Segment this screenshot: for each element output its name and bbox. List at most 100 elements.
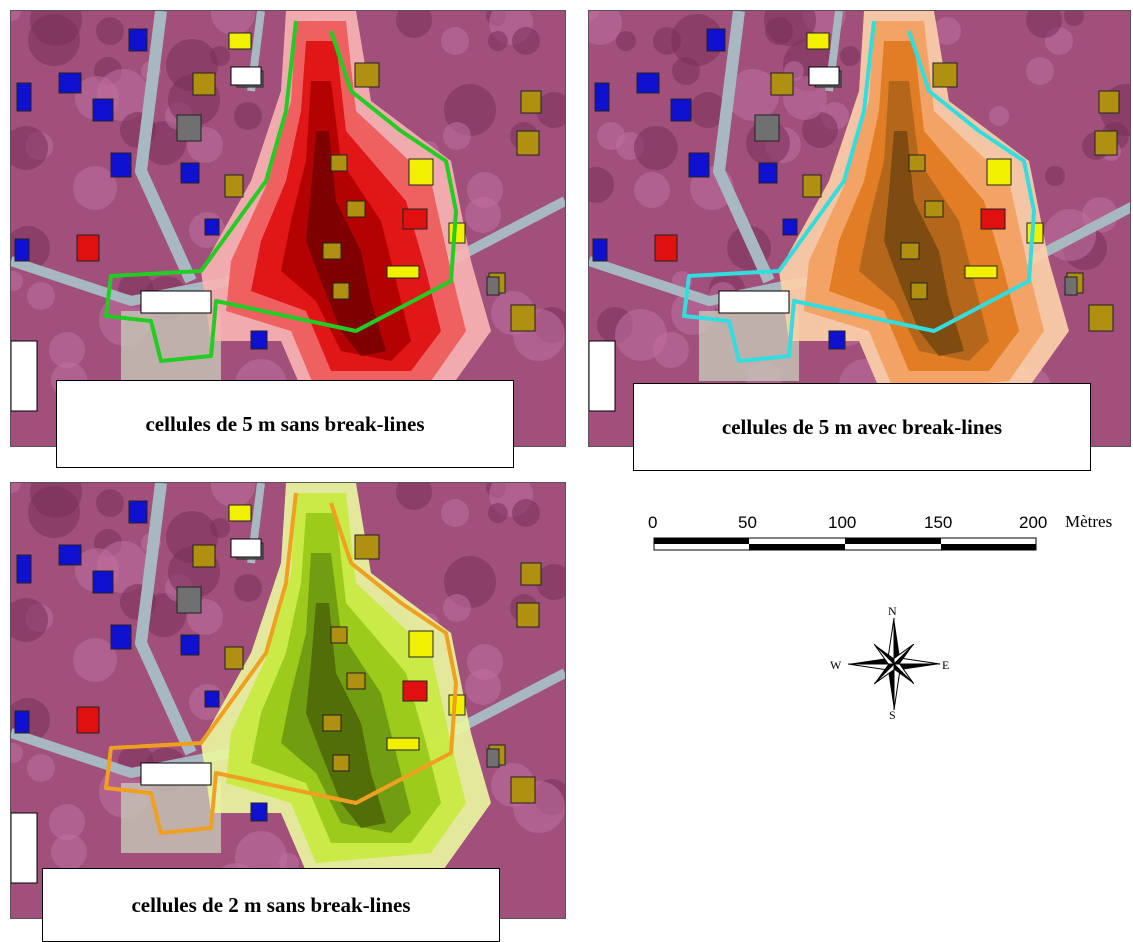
vegetation-patch <box>396 11 432 38</box>
building <box>76 706 100 734</box>
vegetation-patch <box>589 11 622 45</box>
building <box>58 72 82 94</box>
caption-panel-1: cellules de 5 m sans break-lines <box>56 380 514 468</box>
building <box>516 602 540 628</box>
flood-depth-zone <box>306 603 386 828</box>
vegetation-patch <box>634 172 670 208</box>
vegetation-patch <box>51 834 87 870</box>
building <box>688 152 710 178</box>
building <box>110 624 132 650</box>
vegetation-patch <box>96 489 124 517</box>
building <box>636 72 660 94</box>
building <box>448 222 466 244</box>
building <box>924 200 944 218</box>
compass-rose-icon <box>847 617 941 711</box>
building-white <box>140 290 212 314</box>
vegetation-patch <box>488 503 508 523</box>
building <box>900 242 920 260</box>
building <box>110 152 132 178</box>
caption-panel-2: cellules de 5 m avec break-lines <box>633 383 1091 471</box>
vegetation-patch <box>727 69 779 121</box>
vegetation-patch <box>1026 11 1062 38</box>
vegetation-patch <box>11 126 48 170</box>
road <box>11 256 232 307</box>
building <box>354 534 380 560</box>
compass-e: E <box>942 658 950 672</box>
building <box>1026 222 1044 244</box>
building <box>224 174 244 198</box>
building <box>92 98 114 122</box>
open-area <box>121 311 221 381</box>
flood-depth-zone <box>884 131 964 356</box>
building <box>176 586 202 614</box>
vegetation-patch <box>11 598 48 642</box>
vegetation-patch <box>11 483 21 493</box>
building <box>58 544 82 566</box>
vegetation-patch <box>616 31 636 51</box>
scale-bar-graphic <box>653 537 1037 551</box>
vegetation-patch <box>210 518 230 538</box>
vegetation-patch <box>234 102 262 130</box>
building <box>16 554 32 584</box>
vegetation-patch <box>443 122 471 150</box>
building <box>486 748 500 768</box>
map-image-1 <box>11 11 565 446</box>
vegetation-patch <box>1064 11 1084 26</box>
building <box>1098 90 1120 114</box>
map-image-2 <box>589 11 1130 446</box>
building <box>486 276 500 296</box>
building <box>758 162 778 184</box>
caption-panel-3: cellules de 2 m sans break-lines <box>42 868 500 942</box>
vegetation-patch <box>96 17 124 45</box>
building <box>510 304 536 332</box>
building <box>1094 130 1118 156</box>
scale-bar: 0 50 100 150 200 Mètres <box>600 510 1130 560</box>
building <box>330 154 348 172</box>
building <box>192 72 216 96</box>
map-panel-3 <box>10 482 566 919</box>
compass-n: N <box>888 604 897 618</box>
vegetation-patch <box>49 332 85 368</box>
vegetation-patch <box>73 166 117 210</box>
building <box>332 282 350 300</box>
vegetation-patch <box>11 271 23 291</box>
vegetation-patch <box>615 309 667 361</box>
building-white <box>230 538 262 558</box>
road <box>11 728 232 779</box>
observed-flood-outline <box>104 492 458 835</box>
building <box>402 680 428 702</box>
building <box>76 234 100 262</box>
building <box>14 710 30 734</box>
vegetation-patch <box>536 564 565 600</box>
building <box>408 630 434 658</box>
building <box>92 570 114 594</box>
observed-flood-outline <box>104 20 458 363</box>
building-white <box>718 290 790 314</box>
vegetation-patch <box>11 743 23 763</box>
observed-flood-outline <box>682 20 1036 363</box>
open-area <box>121 783 221 853</box>
building <box>706 28 726 52</box>
vegetation-patch <box>73 638 117 682</box>
building <box>520 90 542 114</box>
building-white <box>808 66 840 86</box>
building-white <box>140 762 212 786</box>
building <box>176 114 202 142</box>
building <box>332 754 350 772</box>
building <box>228 504 252 522</box>
vegetation-patch <box>441 27 469 55</box>
building <box>980 208 1006 230</box>
vegetation-patch <box>441 499 469 527</box>
vegetation-patch <box>27 754 55 782</box>
building <box>592 238 608 262</box>
road <box>589 256 810 307</box>
building <box>806 32 830 50</box>
building <box>386 265 420 279</box>
building <box>402 208 428 230</box>
building <box>782 218 798 236</box>
building <box>802 174 822 198</box>
vegetation-patch <box>634 126 678 170</box>
vegetation-patch <box>840 46 860 66</box>
vegetation-patch <box>30 483 82 518</box>
building <box>1088 304 1114 332</box>
